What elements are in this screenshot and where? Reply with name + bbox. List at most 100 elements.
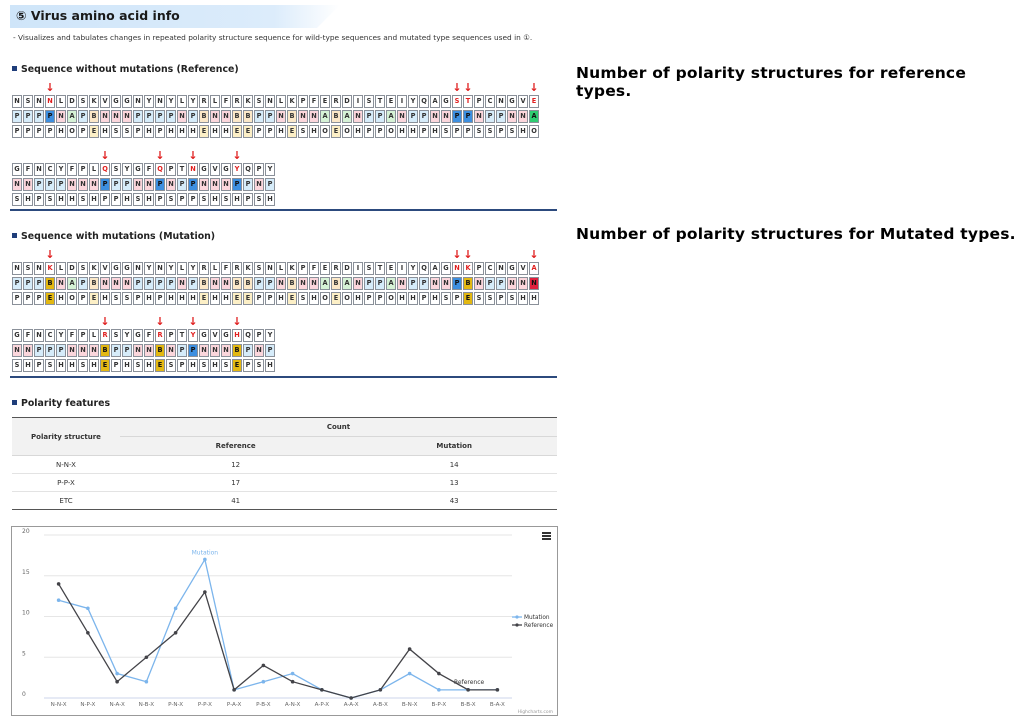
polarity-cell: P <box>463 110 473 123</box>
polarity-cell: A <box>529 110 539 123</box>
mutation-arrow-icon: ↓ <box>452 81 462 94</box>
structure-cell: H <box>221 292 231 305</box>
polarity-cell: P <box>144 277 154 290</box>
data-point-reference <box>495 688 500 692</box>
polarity-cell: P <box>177 178 187 191</box>
col-polarity-structure: Polarity structure <box>12 417 120 456</box>
polarity-cell: P <box>485 277 495 290</box>
amino-acid-cell: S <box>364 95 374 108</box>
col-reference: Reference <box>120 436 352 456</box>
polarity-cell: P <box>452 110 462 123</box>
amino-acid-cell: N <box>133 262 143 275</box>
structure-cell: O <box>67 292 77 305</box>
structure-cell: E <box>232 359 242 372</box>
data-point-mutation <box>437 688 441 692</box>
structure-cell: S <box>122 125 132 138</box>
amino-acid-cell: N <box>496 95 506 108</box>
polarity-cell: P <box>155 277 165 290</box>
polarity-cell: P <box>166 277 176 290</box>
structure-cell: E <box>463 292 473 305</box>
polarity-cell: A <box>342 110 352 123</box>
amino-acid-cell: T <box>463 95 473 108</box>
structure-cell: H <box>122 359 132 372</box>
polarity-cell: N <box>298 277 308 290</box>
polarity-cell: B <box>287 110 297 123</box>
polarity-cell: B <box>232 344 242 357</box>
structure-cell: H <box>397 125 407 138</box>
structure-cell: H <box>166 292 176 305</box>
polarity-cell: P <box>12 277 22 290</box>
y-tick-label: 15 <box>22 569 30 576</box>
amino-acid-cell: S <box>254 95 264 108</box>
data-point-reference <box>349 696 353 700</box>
mutation-arrow-icon: ↓ <box>463 248 473 261</box>
mutation-arrow-icon: ↓ <box>100 315 110 328</box>
chart-menu-icon[interactable] <box>542 532 551 540</box>
structure-cell: H <box>144 359 154 372</box>
polarity-cell: N <box>111 277 121 290</box>
amino-acid-cell: D <box>67 95 77 108</box>
polarity-cell: P <box>122 344 132 357</box>
amino-acid-cell: S <box>254 262 264 275</box>
polarity-cell: N <box>298 110 308 123</box>
structure-cell: H <box>188 359 198 372</box>
structure-cell: S <box>122 292 132 305</box>
polarity-cell: N <box>430 277 440 290</box>
polarity-table: Polarity structure Count Reference Mutat… <box>12 417 557 510</box>
amino-acid-cell: F <box>23 329 33 342</box>
structure-cell: P <box>364 125 374 138</box>
structure-cell: H <box>122 193 132 206</box>
chart-svg: 0 5 10 15 20 N-N-X N-P-X N-A-X N-B-X P-N-X P-P-X P-… <box>22 528 554 715</box>
polarity-cell: P <box>155 178 165 191</box>
amino-acid-cell: D <box>67 262 77 275</box>
amino-acid-cell: N <box>496 262 506 275</box>
amino-acid-cell: E <box>386 95 396 108</box>
structure-cell: H <box>144 292 154 305</box>
polarity-cell: N <box>122 277 132 290</box>
polarity-cell: P <box>23 110 33 123</box>
amino-acid-cell: Y <box>56 329 66 342</box>
amino-acid-cell: S <box>111 329 121 342</box>
polarity-cell: B <box>232 110 242 123</box>
structure-cell: H <box>232 193 242 206</box>
polarity-cell: P <box>155 110 165 123</box>
structure-cell: P <box>243 359 253 372</box>
polarity-cell: P <box>265 178 275 191</box>
amino-acid-cell: F <box>221 262 231 275</box>
amino-acid-cell: Y <box>122 329 132 342</box>
polarity-cell: N <box>507 277 517 290</box>
amino-acid-cell: R <box>100 329 110 342</box>
amino-acid-cell: Y <box>232 163 242 176</box>
polarity-cell: P <box>485 110 495 123</box>
polarity-cell: N <box>78 178 88 191</box>
structure-cell: H <box>100 292 110 305</box>
amino-acid-cell: K <box>243 262 253 275</box>
polarity-cell: P <box>23 277 33 290</box>
structure-cell: O <box>342 292 352 305</box>
mutation-heading: Sequence with mutations (Mutation) <box>12 231 215 242</box>
mutation-arrow-icon: ↓ <box>45 248 55 261</box>
structure-cell: P <box>375 292 385 305</box>
polarity-cell: P <box>188 110 198 123</box>
amino-acid-cell: D <box>342 262 352 275</box>
polarity-cell: N <box>518 110 528 123</box>
amino-acid-cell: E <box>386 262 396 275</box>
structure-cell: P <box>177 359 187 372</box>
structure-cell: H <box>23 359 33 372</box>
cell-structure: N-N-X <box>12 455 120 474</box>
polarity-cell: N <box>133 178 143 191</box>
polarity-cell: N <box>89 178 99 191</box>
amino-acid-cell: I <box>353 262 363 275</box>
polarity-cell: A <box>320 110 330 123</box>
polarity-cell: N <box>221 110 231 123</box>
polarity-cell: N <box>67 178 77 191</box>
structure-cell: H <box>309 292 319 305</box>
amino-acid-cell: K <box>243 95 253 108</box>
polarity-cell: P <box>188 178 198 191</box>
x-tick-label: P-P-X <box>198 702 212 708</box>
structure-cell: H <box>518 125 528 138</box>
amino-acid-cell: C <box>45 329 55 342</box>
